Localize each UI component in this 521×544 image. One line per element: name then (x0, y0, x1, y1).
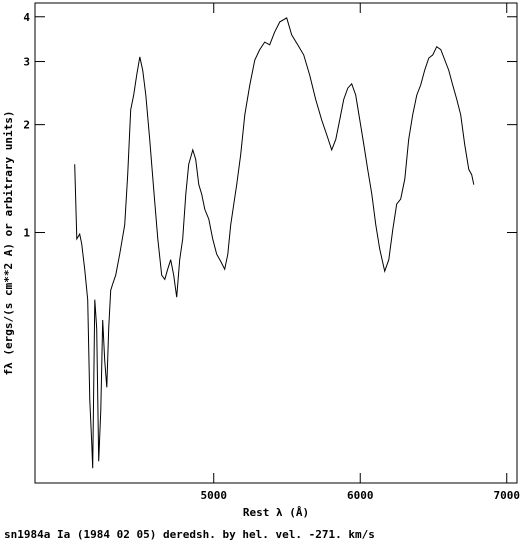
y-tick-label: 4 (23, 11, 30, 24)
x-tick-label: 6000 (347, 489, 374, 502)
plot-frame (34, 2, 518, 484)
x-tick-label: 5000 (200, 489, 227, 502)
x-tick-label: 7000 (493, 489, 520, 502)
caption: sn1984a Ia (1984 02 05) deredsh. by hel.… (4, 528, 375, 541)
y-tick-label: 3 (23, 56, 30, 69)
y-axis-label: fλ (ergs/(s cm**2 A) or arbitrary units) (2, 111, 15, 376)
spectrum-line (74, 17, 475, 469)
x-axis-label: Rest λ (Å) (243, 506, 309, 519)
y-tick-label: 2 (23, 119, 30, 132)
y-tick-label: 1 (23, 227, 30, 240)
